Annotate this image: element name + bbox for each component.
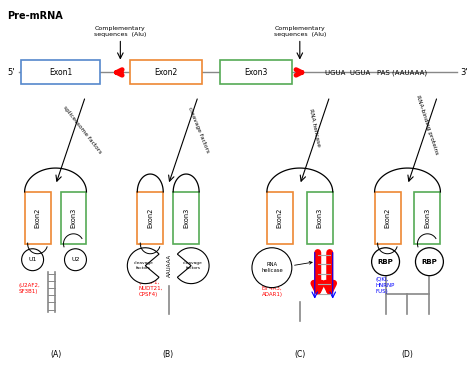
Text: Exon3: Exon3 <box>244 68 268 77</box>
Circle shape <box>64 249 86 271</box>
Wedge shape <box>177 248 209 284</box>
FancyBboxPatch shape <box>307 192 333 244</box>
Text: Exon2: Exon2 <box>277 208 283 228</box>
Text: (B): (B) <box>163 350 174 359</box>
FancyBboxPatch shape <box>267 192 293 244</box>
Text: Exon3: Exon3 <box>183 208 189 228</box>
Text: spliceosome factors: spliceosome factors <box>62 105 103 155</box>
FancyBboxPatch shape <box>61 192 86 244</box>
Text: (A): (A) <box>50 350 61 359</box>
Text: RNA helicase: RNA helicase <box>308 108 321 147</box>
Text: 3': 3' <box>461 68 468 77</box>
Text: Pre-mRNA: Pre-mRNA <box>7 11 63 21</box>
Text: 5': 5' <box>7 68 14 77</box>
FancyBboxPatch shape <box>374 192 401 244</box>
Text: (C): (C) <box>294 350 305 359</box>
Text: RNA
helicase: RNA helicase <box>261 262 283 273</box>
Text: cleavage
factors: cleavage factors <box>133 261 153 270</box>
Text: Exon3: Exon3 <box>71 208 76 228</box>
Text: Exon2: Exon2 <box>155 68 178 77</box>
FancyBboxPatch shape <box>220 61 292 85</box>
FancyBboxPatch shape <box>414 192 440 244</box>
FancyBboxPatch shape <box>173 192 199 244</box>
FancyBboxPatch shape <box>21 61 100 85</box>
FancyBboxPatch shape <box>130 61 202 85</box>
Text: RBP: RBP <box>421 259 438 265</box>
Text: (ESRP1,
NUDT21,
CPSF4): (ESRP1, NUDT21, CPSF4) <box>138 280 163 297</box>
Wedge shape <box>128 248 159 284</box>
Text: cleavage
factors: cleavage factors <box>183 261 203 270</box>
Text: Exon2: Exon2 <box>35 208 41 228</box>
Text: Exon3: Exon3 <box>424 208 430 228</box>
Text: Exon2: Exon2 <box>147 208 153 228</box>
Text: (U2AF2,
SF3B1): (U2AF2, SF3B1) <box>18 283 40 294</box>
Text: Complementary
sequences  (Alu): Complementary sequences (Alu) <box>94 26 146 37</box>
Text: Exon3: Exon3 <box>317 208 323 228</box>
Text: RBP: RBP <box>378 259 393 265</box>
Text: Exon1: Exon1 <box>49 68 72 77</box>
Text: (QKI,
HNRNP
FUS): (QKI, HNRNP FUS) <box>375 277 395 294</box>
Text: AAUAAA: AAUAAA <box>167 254 172 277</box>
Text: U1: U1 <box>28 257 37 262</box>
Text: (D): (D) <box>401 350 413 359</box>
FancyBboxPatch shape <box>137 192 163 244</box>
FancyBboxPatch shape <box>25 192 51 244</box>
Text: Exon2: Exon2 <box>384 208 391 228</box>
Text: RNA-binding proteins: RNA-binding proteins <box>415 95 439 156</box>
Text: UGUA  UGUA   PAS (AAUAAA): UGUA UGUA PAS (AAUAAA) <box>325 69 427 76</box>
Text: (DHX9,
EIF4A3,
ADAR1): (DHX9, EIF4A3, ADAR1) <box>262 280 283 297</box>
Text: U2: U2 <box>71 257 80 262</box>
Text: cleavage factors: cleavage factors <box>187 107 210 154</box>
Circle shape <box>22 249 44 271</box>
Circle shape <box>416 248 443 276</box>
Text: Complementary
sequences  (Alu): Complementary sequences (Alu) <box>273 26 326 37</box>
Circle shape <box>372 248 400 276</box>
Circle shape <box>252 248 292 287</box>
